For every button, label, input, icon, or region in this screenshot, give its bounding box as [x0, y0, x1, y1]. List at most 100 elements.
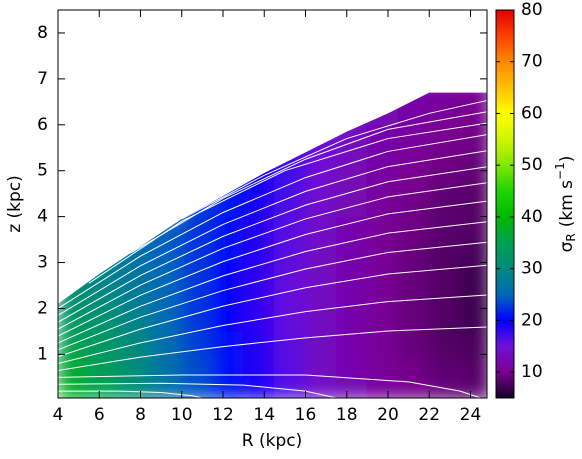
heatmap-cell — [88, 376, 121, 398]
heatmap-cell — [274, 376, 306, 398]
colorbar — [495, 9, 515, 399]
heatmap-cell — [335, 170, 368, 195]
y-tick-label: 8 — [37, 23, 48, 43]
contour-line — [58, 200, 487, 337]
heatmap-cell — [459, 307, 487, 332]
colorbar-tick-label: 50 — [521, 155, 543, 175]
contour-line — [58, 241, 487, 351]
heatmap-cell — [274, 307, 306, 332]
heatmap-cell — [243, 307, 276, 332]
heatmap-cell — [274, 239, 306, 264]
heatmap-cell — [428, 124, 461, 149]
heatmap-cell — [459, 285, 487, 309]
heatmap-cell — [335, 376, 368, 398]
heatmap-cell — [88, 353, 121, 378]
colorbar-label-close: ) — [557, 156, 577, 163]
heatmap-cell — [366, 262, 399, 287]
contour-line — [58, 294, 487, 365]
heatmap-cell — [459, 193, 487, 218]
heatmap-cell — [428, 216, 461, 241]
heatmap-cell — [366, 307, 399, 332]
heatmap-cell — [335, 353, 368, 378]
x-tick-label: 14 — [253, 405, 275, 425]
heatmap-cell — [58, 353, 90, 378]
x-tick-label: 10 — [171, 405, 193, 425]
heatmap-cell — [88, 307, 121, 332]
heatmap-cell — [428, 170, 461, 195]
x-tick-label: 4 — [53, 405, 64, 425]
heatmap-cell — [150, 330, 183, 355]
heatmap-cell — [212, 330, 245, 355]
heatmap-cell — [428, 353, 461, 378]
heatmap-cell — [305, 330, 337, 355]
heatmap-cell — [335, 307, 368, 332]
y-tick-label: 5 — [37, 161, 48, 181]
heatmap-cell — [243, 376, 276, 398]
x-tick-label: 24 — [460, 405, 482, 425]
heatmap-cell — [305, 170, 337, 195]
colorbar-label: σR (km s−1) — [553, 156, 578, 253]
y-axis-label: z (kpc) — [5, 175, 25, 233]
heatmap-cell — [459, 239, 487, 264]
heatmap-cell — [305, 307, 337, 332]
heatmap-cell — [243, 353, 276, 378]
heatmap-cell — [366, 170, 399, 195]
heatmap-cell — [428, 92, 461, 103]
colorbar-label-unit: (km s — [557, 180, 577, 227]
plot-frame — [57, 9, 488, 399]
colorbar-tick-label: 10 — [521, 362, 543, 382]
contour-line — [181, 99, 487, 220]
heatmap-cell — [119, 330, 152, 355]
heatmap-cell — [366, 193, 399, 218]
heatmap-cell — [58, 307, 90, 332]
heatmap-cell — [243, 216, 276, 241]
heatmap-cell — [274, 170, 306, 195]
heatmap-cell — [335, 193, 368, 218]
colorbar-tick-label: 70 — [521, 52, 543, 72]
contour-line — [58, 326, 487, 371]
heatmap-cell — [428, 376, 461, 398]
heatmap-cell — [397, 285, 430, 309]
contour-line — [58, 165, 487, 323]
colorbar-tick-label: 20 — [521, 310, 543, 330]
heatmap-cell — [119, 307, 152, 332]
heatmap-cell — [212, 353, 245, 378]
heatmap-cell — [274, 193, 306, 218]
colorbar-tick-label: 40 — [521, 207, 543, 227]
y-tick-label: 1 — [37, 344, 48, 364]
heatmap-cell — [305, 239, 337, 264]
heatmap-cell — [335, 285, 368, 309]
heatmap-cell — [428, 101, 461, 126]
heatmap-cell — [243, 239, 276, 264]
colorbar-tick-label: 30 — [521, 259, 543, 279]
heatmap-cell — [305, 262, 337, 287]
x-tick-label: 16 — [295, 405, 317, 425]
y-tick-label: 6 — [37, 115, 48, 135]
heatmap-cell — [119, 262, 152, 287]
heatmap-cell — [397, 376, 430, 398]
contour-line — [58, 149, 487, 316]
heatmap-cell — [428, 262, 461, 287]
heatmap-cell — [397, 330, 430, 355]
y-tick-label: 7 — [37, 69, 48, 89]
heatmap-cell — [459, 147, 487, 172]
contour-line — [58, 220, 487, 344]
x-axis-label: R (kpc) — [242, 431, 302, 451]
heatmap-cell — [88, 330, 121, 355]
heatmap-cell — [181, 285, 214, 309]
colorbar-tick-label: 80 — [521, 0, 543, 20]
heatmap-cell — [459, 262, 487, 287]
contour-line — [58, 133, 487, 309]
heatmap-cell — [428, 330, 461, 355]
colorbar-label-symbol: σ — [557, 241, 577, 252]
x-tick-label: 20 — [377, 405, 399, 425]
colorbar-label-subscript: R — [564, 233, 578, 241]
heatmap-cell — [459, 92, 487, 103]
heatmap-cell — [397, 239, 430, 264]
heatmap-cell — [150, 353, 183, 378]
heatmap-cell — [243, 193, 276, 218]
contour-line — [129, 110, 487, 254]
heatmap-cell — [305, 285, 337, 309]
contour-line — [58, 374, 481, 398]
